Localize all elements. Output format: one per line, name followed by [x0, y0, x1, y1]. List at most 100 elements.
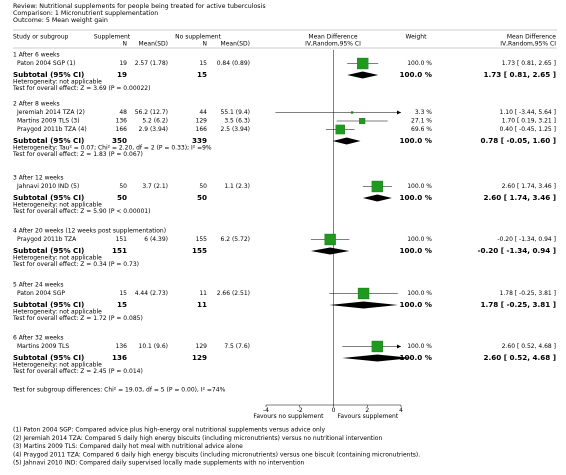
x-tick-label: 2 [365, 407, 369, 414]
effect-square [324, 233, 336, 246]
effect: 2.60 [ 1.74, 3.46 ] [502, 183, 556, 190]
weight: 100.0 % [400, 353, 432, 362]
review: Review: Nutritional supplements for peop… [13, 3, 266, 10]
x-tick-label: -4 [263, 407, 269, 414]
group-title: 5 After 24 weeks [13, 282, 63, 289]
effect: 1.78 [ -0.25, 3.81 ] [481, 300, 557, 309]
weight: 100.0 % [400, 246, 432, 255]
subtotal-label: Subtotal (95% CI) [13, 300, 84, 309]
outcome: Outcome: 5 Mean weight gain [13, 17, 108, 24]
overall-effect: Test for overall effect: Z = 2.45 (P = 0… [12, 368, 143, 375]
group-title: 3 After 12 weeks [13, 175, 63, 182]
mean-sd: 2.66 (2.51) [217, 290, 250, 297]
col-header: Mean(SD) [139, 41, 168, 48]
n-supplement: 350 [112, 136, 127, 145]
effect-square [359, 117, 366, 125]
diamond [362, 194, 392, 202]
effect: 1.10 [ -3.44, 5.64 ] [500, 109, 556, 116]
group-title: 6 After 32 weeks [13, 335, 63, 342]
study-name: Paton 2004 SGP [17, 290, 65, 297]
mean-sd: 6 (4.39) [144, 236, 168, 243]
weight: 69.6 % [411, 126, 432, 133]
weight: 100.0 % [400, 300, 432, 309]
study-name: Paton 2004 SGP (1) [17, 60, 75, 67]
n-supplement: 19 [119, 60, 127, 67]
mean-sd: 55.1 (9.4) [221, 109, 251, 116]
heterogeneity: Heterogeneity: not applicable [13, 362, 102, 369]
mean-sd: 56.2 (12.7) [135, 109, 168, 116]
x-tick-label: 0 [332, 407, 336, 414]
col-header: Mean Difference [507, 34, 556, 41]
effect: -0.20 [ -1.34, 0.94 ] [478, 246, 556, 255]
effect: 1.78 [ -0.25, 3.81 ] [500, 290, 556, 297]
n-control: 50 [199, 183, 207, 190]
weight: 100.0 % [407, 343, 432, 350]
n-supplement: 136 [116, 343, 128, 350]
effect-square [335, 124, 345, 135]
group-title: 4 After 20 weeks (12 weeks post suppleme… [13, 228, 166, 235]
comparison: Comparison: 1 Micronutrient supplementat… [13, 10, 158, 17]
effect-square [371, 180, 384, 193]
overall-effect: Test for overall effect: Z = 3.69 (P = 0… [12, 85, 150, 92]
study-name: Martins 2009 TLS [17, 343, 69, 350]
n-control: 44 [199, 109, 207, 116]
effect: 2.60 [ 0.52, 4.68 ] [483, 353, 556, 362]
effect: 1.70 [ 0.19, 3.21 ] [502, 118, 556, 125]
heterogeneity: Heterogeneity: not applicable [13, 309, 102, 316]
diamond [347, 71, 379, 79]
n-control: 129 [196, 343, 208, 350]
heterogeneity: Heterogeneity: not applicable [13, 202, 102, 209]
n-control: 129 [192, 353, 207, 362]
overall-effect: Test for overall effect: Z = 1.72 (P = 0… [12, 315, 143, 322]
col-header: IV,Random,95% CI [500, 41, 556, 48]
study-name: Praygod 2011b TZA [17, 236, 77, 243]
effect: 2.60 [ 0.52, 4.68 ] [502, 343, 556, 350]
mean-sd: 2.5 (3.94) [221, 126, 251, 133]
overall-effect: Test for overall effect: Z = 0.34 (P = 0… [12, 261, 139, 268]
ci-arrow [397, 110, 401, 115]
mean-sd: 7.5 (7.6) [224, 343, 250, 350]
weight: 100.0 % [400, 193, 432, 202]
effect: 1.73 [ 0.81, 2.65 ] [502, 60, 556, 67]
weight: 100.0 % [400, 136, 432, 145]
effect-square [357, 287, 370, 300]
group-title: 1 After 6 weeks [13, 52, 60, 59]
mean-sd: 3.7 (2.1) [142, 183, 168, 190]
mean-sd: 4.44 (2.73) [135, 290, 168, 297]
n-control: 50 [197, 193, 207, 202]
n-control: 15 [199, 60, 207, 67]
heterogeneity: Heterogeneity: Tau² = 0.07; Chi² = 2.20,… [13, 145, 212, 152]
n-control: 15 [197, 70, 207, 79]
n-supplement: 15 [117, 300, 127, 309]
effect: 0.78 [ -0.05, 1.60 ] [481, 136, 557, 145]
n-control: 339 [192, 136, 207, 145]
effect-square [357, 57, 369, 70]
n-supplement: 48 [119, 109, 127, 116]
col-header: IV,Random,95% CI [305, 41, 361, 48]
study-name: Jeremiah 2014 TZA (2) [16, 109, 85, 116]
weight: 100.0 % [407, 236, 432, 243]
effect: -0.20 [ -1.34, 0.94 ] [497, 236, 556, 243]
weight: 3.3 % [415, 109, 432, 116]
weight: 27.1 % [411, 118, 432, 125]
n-supplement: 15 [119, 290, 127, 297]
weight: 100.0 % [407, 60, 432, 67]
footnote: (5) Jahnavi 2010 IND: Compared daily sup… [13, 460, 304, 467]
weight: 100.0 % [407, 290, 432, 297]
overall-effect: Test for overall effect: Z = 5.90 (P < 0… [12, 208, 150, 215]
col-header: Study or subgroup [13, 34, 69, 41]
effect: 0.40 [ -0.45, 1.25 ] [500, 126, 556, 133]
col-header: Supplement [94, 34, 131, 41]
n-supplement: 50 [119, 183, 127, 190]
diamond [310, 247, 350, 255]
study-name: Praygod 2011b TZA (4) [17, 126, 87, 133]
axis-label-left: Favours no supplement [253, 413, 324, 420]
col-header: Weight [406, 34, 428, 41]
col-header: Mean(SD) [221, 41, 250, 48]
n-supplement: 151 [116, 236, 128, 243]
n-supplement: 136 [116, 118, 128, 125]
n-control: 155 [196, 236, 208, 243]
diamond [342, 354, 413, 362]
x-tick-label: 4 [399, 407, 403, 414]
